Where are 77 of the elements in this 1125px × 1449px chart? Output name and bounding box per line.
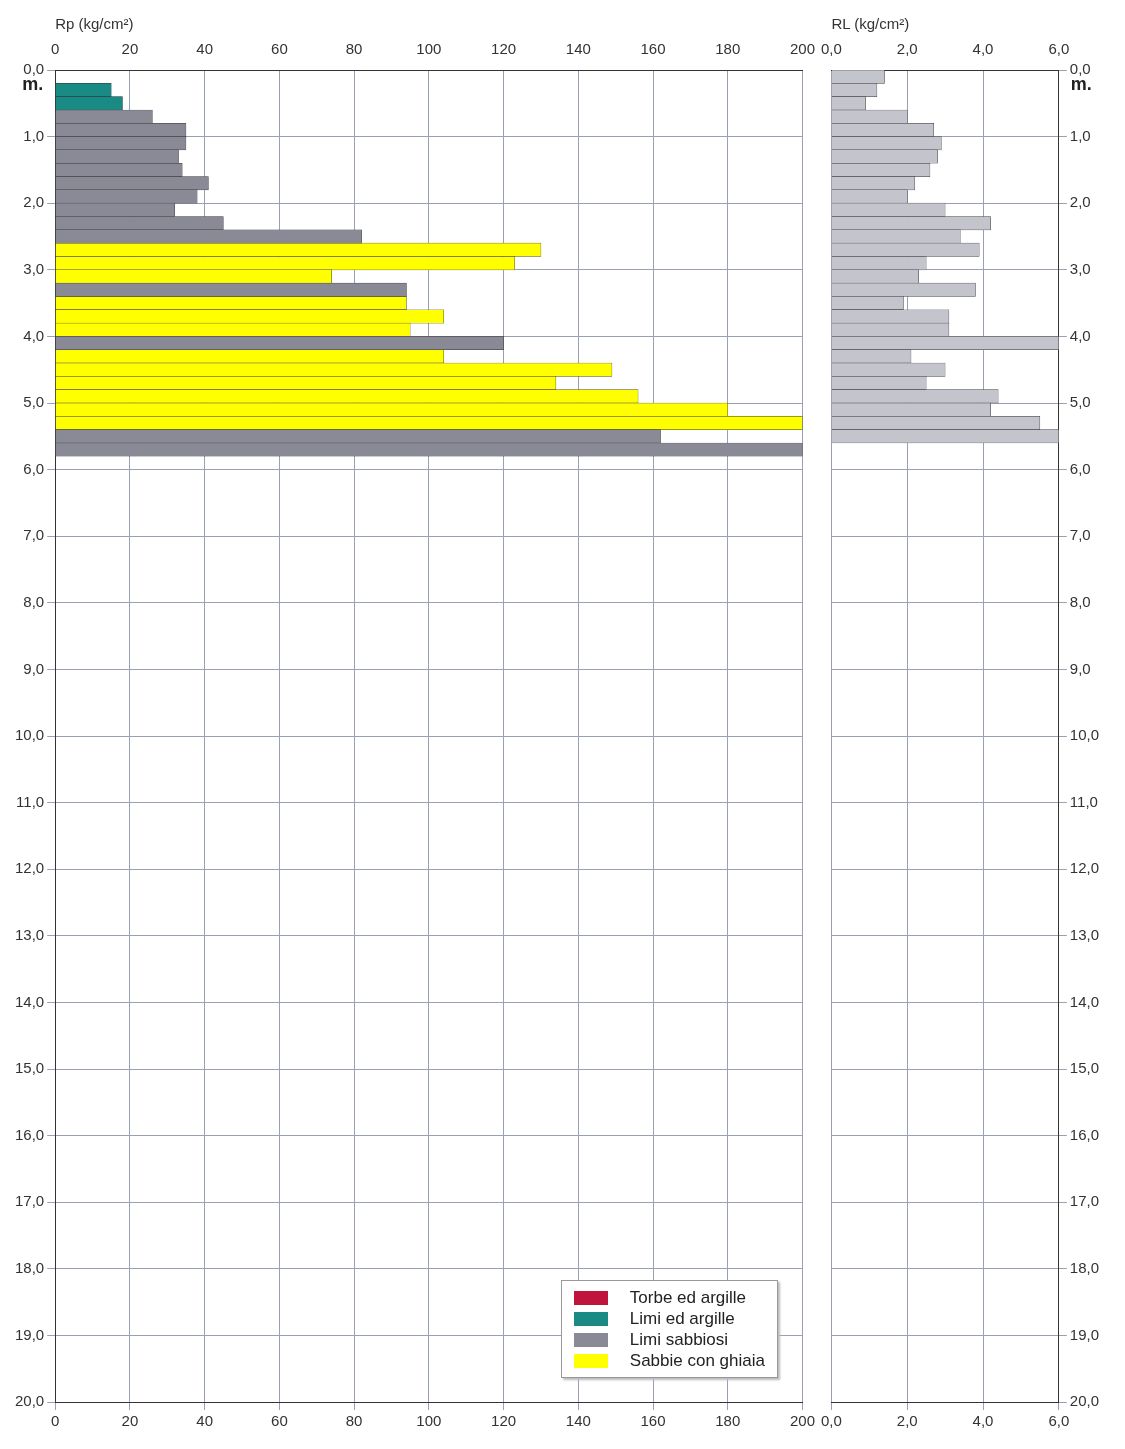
y-tick-label: 17,0 <box>1069 1192 1100 1210</box>
y-tick-label: 16,0 <box>1069 1125 1100 1143</box>
x2-tick-label: 140 <box>565 40 591 58</box>
y-tick-label: 10,0 <box>14 726 45 744</box>
legend-label: Sabbie con ghiaia <box>629 1350 765 1371</box>
x-tick-label: 160 <box>640 1412 666 1430</box>
y-tick-label: 13,0 <box>14 925 45 943</box>
x-tick-label: 40 <box>196 1412 213 1430</box>
y-tick-label: 10,0 <box>1069 726 1100 744</box>
x2-axis-title: RL (kg/cm²) <box>831 15 910 33</box>
x2-tick-label: 200 <box>789 40 815 58</box>
x2-tick-label: 0 <box>51 40 60 58</box>
y-tick-label: 14,0 <box>14 992 45 1010</box>
y-tick-label: 20,0 <box>14 1392 45 1410</box>
y-tick-label: 2,0 <box>23 193 45 211</box>
x-tick-label: 60 <box>271 1412 288 1430</box>
y-tick-label: 2,0 <box>1069 193 1091 211</box>
y-tick-label: 6,0 <box>23 459 45 477</box>
y-tick-label: 3,0 <box>1069 259 1091 277</box>
x2-tick-label: 120 <box>491 40 517 58</box>
x-tick-label: 2,0 <box>896 1412 918 1430</box>
x-tick-label: 4,0 <box>972 1412 994 1430</box>
x2-tick-label: 80 <box>345 40 363 58</box>
y-tick-label: 4,0 <box>1069 326 1091 344</box>
y-tick-label: 1,0 <box>1069 126 1091 144</box>
x2-tick-label: 6,0 <box>1048 40 1070 58</box>
legend-label: Torbe ed argille <box>629 1287 747 1308</box>
x-tick-label: 200 <box>789 1412 815 1430</box>
y-tick-label: 12,0 <box>1069 859 1100 877</box>
y-tick-label: 9,0 <box>23 659 45 677</box>
y-tick-label: 7,0 <box>23 526 45 544</box>
x-tick-label: 6,0 <box>1048 1412 1070 1430</box>
x-tick-label: 140 <box>565 1412 591 1430</box>
x2-tick-label: 60 <box>271 40 288 58</box>
x-tick-label: 80 <box>345 1412 363 1430</box>
y-tick-label: 17,0 <box>14 1192 45 1210</box>
x2-tick-label: 20 <box>121 40 139 58</box>
y-tick-label: 16,0 <box>14 1125 45 1143</box>
y-tick-label: 9,0 <box>1069 659 1091 677</box>
y-tick-label: 14,0 <box>1069 992 1100 1010</box>
y-tick-label: 8,0 <box>23 592 45 610</box>
y-tick-label: 11,0 <box>16 792 45 810</box>
y-tick-label: 15,0 <box>1069 1059 1100 1077</box>
x-tick-label: 20 <box>121 1412 139 1430</box>
y-tick-label: 18,0 <box>14 1258 45 1276</box>
y-tick-label: 11,0 <box>1069 792 1098 810</box>
x2-tick-label: 160 <box>640 40 666 58</box>
y-tick-label: 8,0 <box>1069 592 1091 610</box>
x-tick-label: 100 <box>416 1412 442 1430</box>
y-tick-label: 7,0 <box>1069 526 1091 544</box>
y-tick-label: 19,0 <box>14 1325 45 1343</box>
legend-label: Limi ed argille <box>629 1308 735 1329</box>
x-tick-label: 0 <box>51 1412 60 1430</box>
x2-axis-title: Rp (kg/cm²) <box>55 15 134 33</box>
y-tick-label: 5,0 <box>1069 393 1091 411</box>
y-tick-label: 6,0 <box>1069 459 1091 477</box>
y-tick-label: 4,0 <box>23 326 45 344</box>
x-tick-label: 120 <box>491 1412 517 1430</box>
y-tick-label: 20,0 <box>1069 1392 1100 1410</box>
y-tick-label: 19,0 <box>1069 1325 1100 1343</box>
y-tick-label: 13,0 <box>1069 925 1100 943</box>
x2-tick-label: 0,0 <box>821 40 842 58</box>
x2-tick-label: 2,0 <box>896 40 918 58</box>
y-tick-label: 18,0 <box>1069 1258 1100 1276</box>
x-tick-label: 0,0 <box>821 1412 842 1430</box>
x2-tick-label: 100 <box>416 40 442 58</box>
legend-label: Limi sabbiosi <box>629 1329 729 1350</box>
y-tick-label: 12,0 <box>14 859 45 877</box>
y-tick-label: 5,0 <box>23 393 45 411</box>
y-tick-label: 0,0 <box>23 60 45 78</box>
x2-tick-label: 180 <box>715 40 741 58</box>
x-tick-label: 180 <box>715 1412 741 1430</box>
y-tick-label: 3,0 <box>23 259 45 277</box>
y-tick-label: 1,0 <box>23 126 45 144</box>
y-tick-label: 15,0 <box>14 1059 45 1077</box>
x2-tick-label: 4,0 <box>972 40 994 58</box>
x2-tick-label: 40 <box>196 40 213 58</box>
